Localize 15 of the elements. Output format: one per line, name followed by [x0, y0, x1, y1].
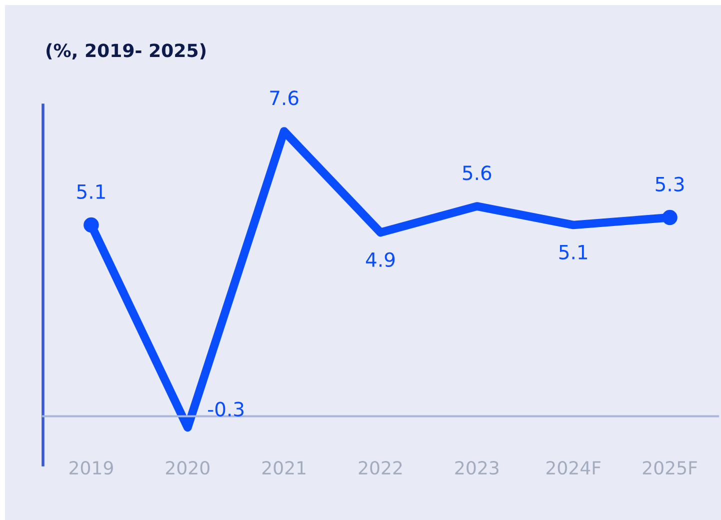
x-tick-label: 2024F [546, 461, 600, 475]
x-tick-label: 2022 [358, 461, 402, 475]
x-tick-label: 2020 [166, 461, 210, 475]
data-label: 5.1 [77, 184, 105, 200]
data-label: 7.6 [270, 90, 298, 106]
data-label: 5.1 [559, 245, 588, 260]
chart-title: (%, 2019- 2025) [46, 43, 206, 60]
x-tick-label: 2019 [70, 461, 113, 475]
data-label: 4.9 [366, 252, 395, 267]
x-tick-label: 2021 [262, 461, 306, 475]
x-tick-label: 2023 [455, 461, 498, 475]
x-tick-label: 2025F [642, 461, 697, 475]
data-label: 5.6 [462, 166, 492, 180]
data-label: -0.3 [208, 402, 244, 416]
data-label: 5.3 [656, 176, 684, 192]
